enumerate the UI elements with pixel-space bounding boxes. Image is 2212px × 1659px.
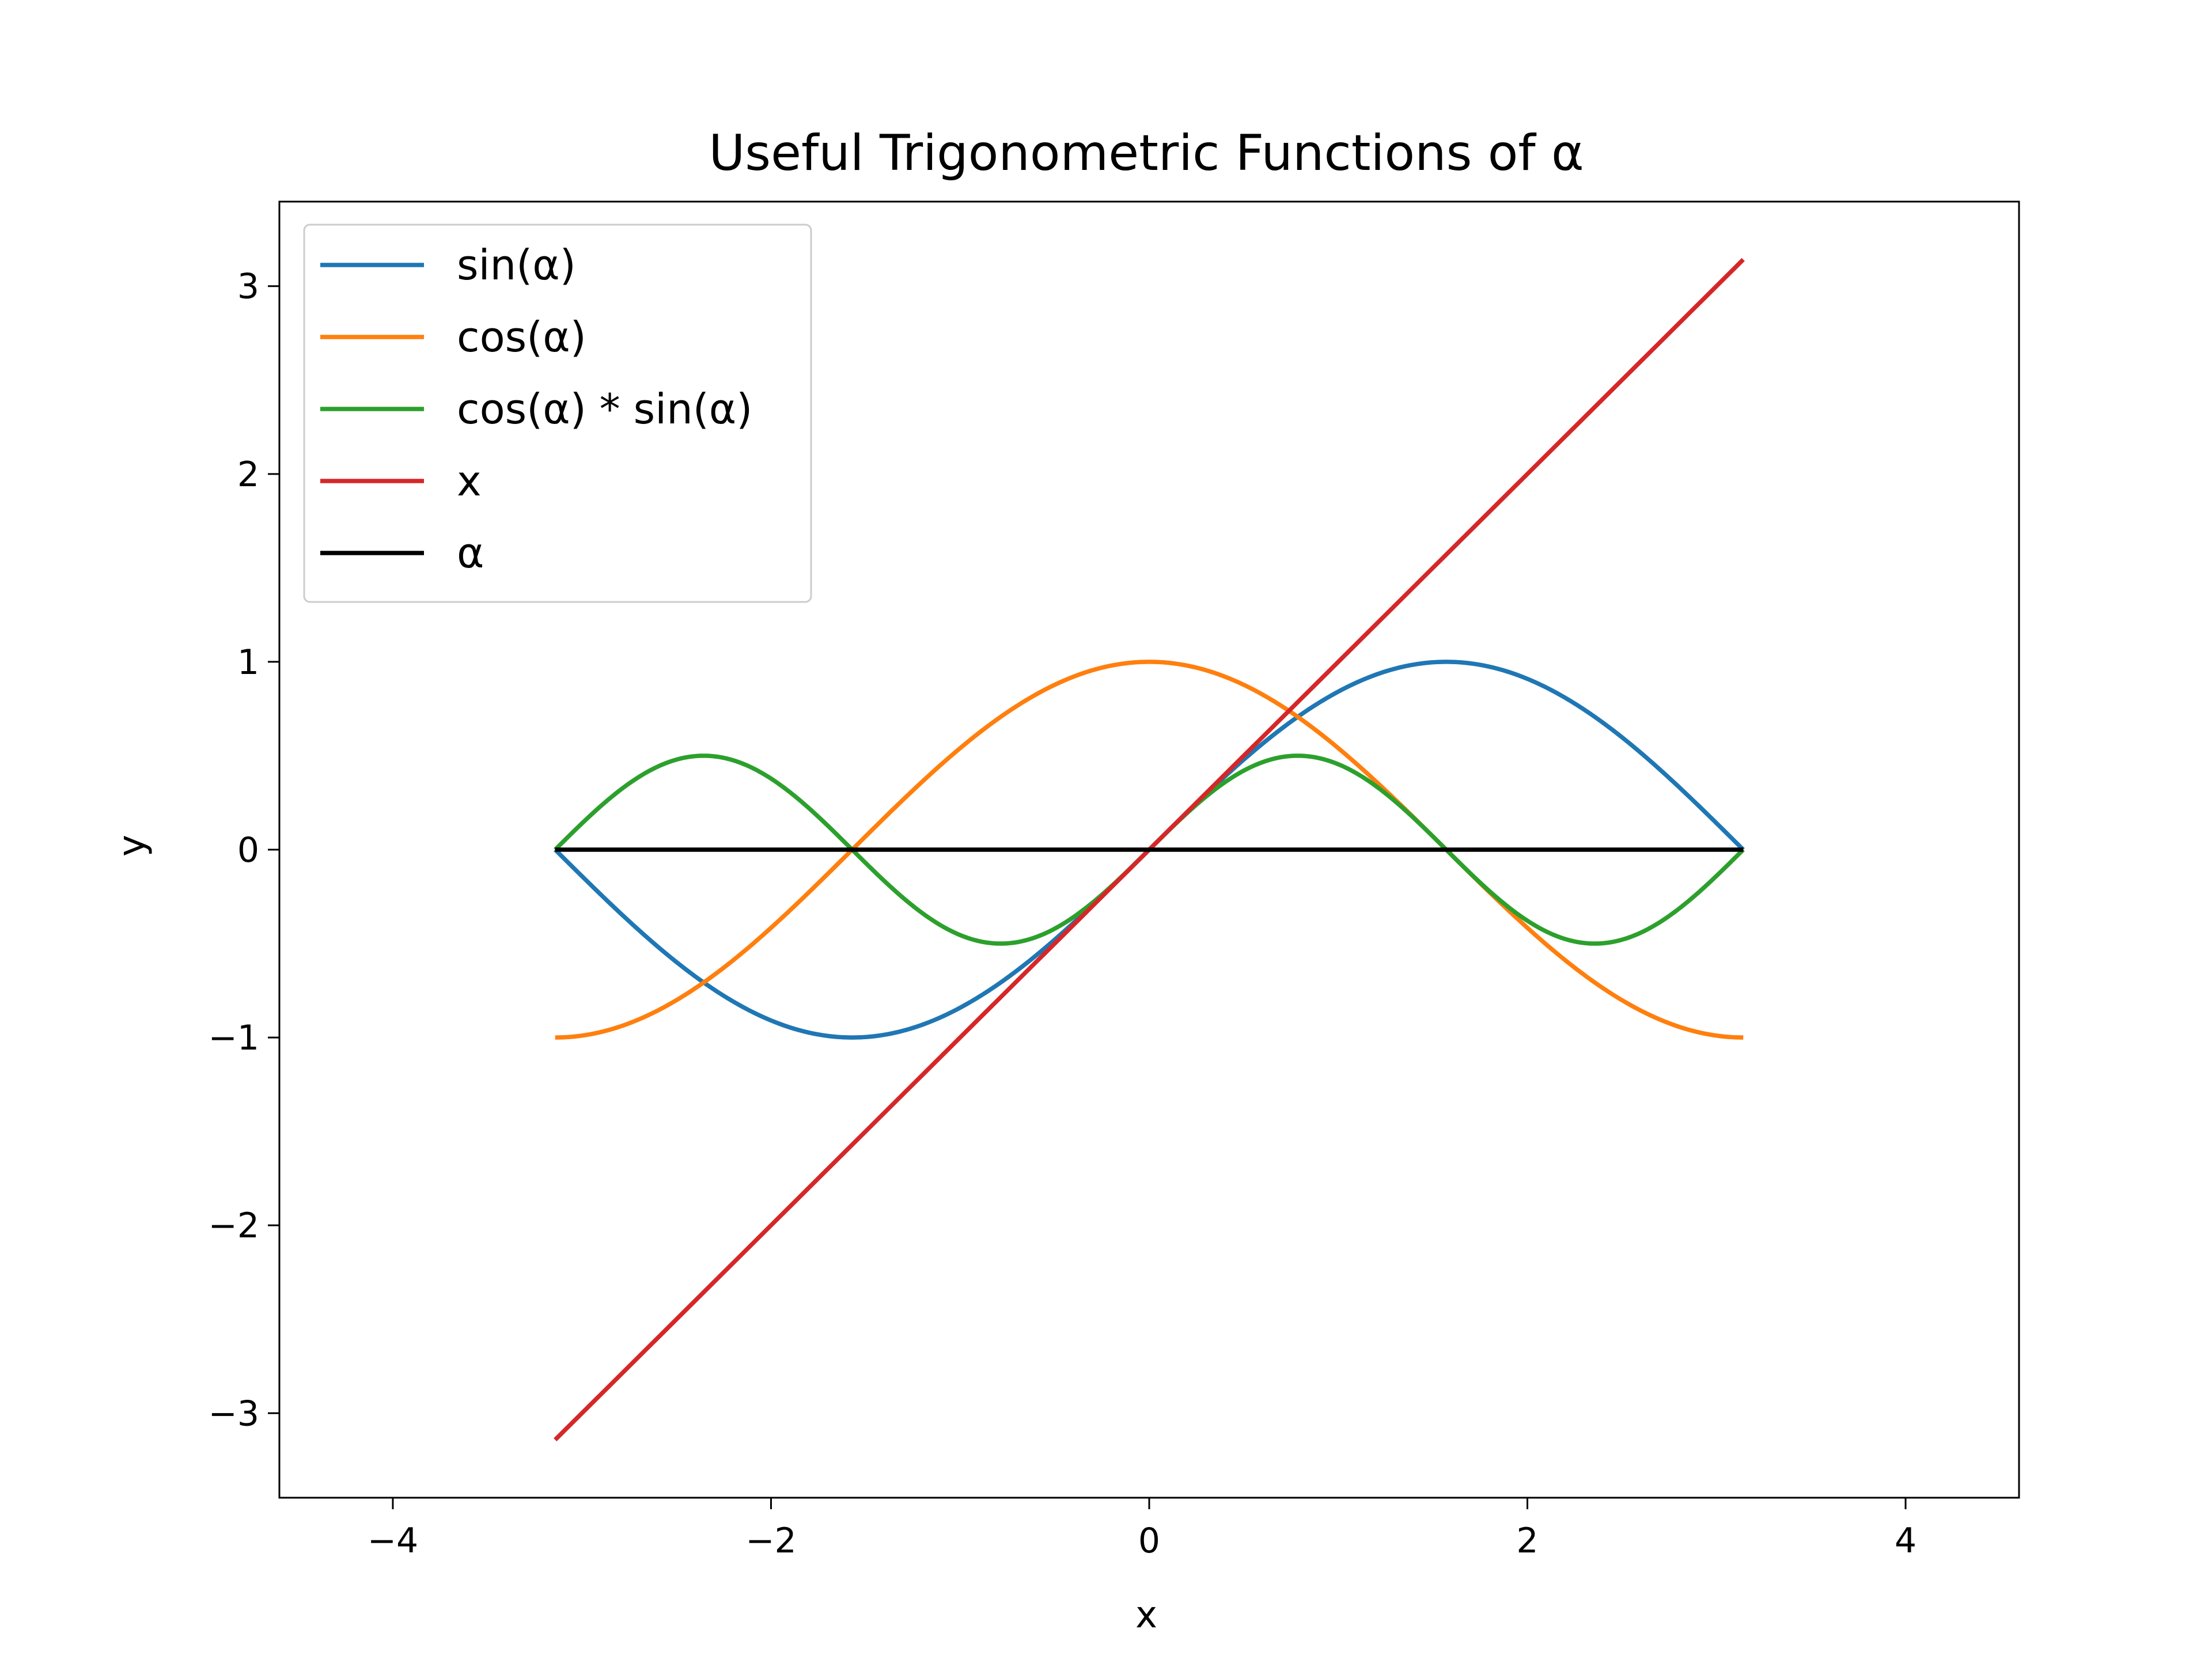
legend-label: cos(α) (457, 313, 586, 361)
ticks-layer: −4 −2 0 2 4 −3 −2 −1 0 1 2 3 (209, 267, 1917, 1561)
legend-label: α (457, 529, 484, 577)
y-tick-label: 3 (237, 267, 259, 307)
chart-title: Useful Trigonometric Functions of α (709, 124, 1584, 182)
series-line-1 (555, 660, 1744, 1040)
legend: sin(α) cos(α) cos(α) * sin(α) xα (303, 224, 812, 603)
y-tick-label: −3 (209, 1393, 259, 1434)
legend-box (303, 224, 812, 603)
x-tick-label: −2 (745, 1521, 796, 1561)
y-tick-label: 0 (237, 830, 259, 870)
y-tick-label: 1 (237, 642, 259, 683)
legend-label: x (457, 457, 482, 505)
y-tick-label: −2 (209, 1206, 259, 1246)
x-tick-label: 0 (1138, 1521, 1160, 1561)
x-axis-label: x (1135, 1594, 1157, 1637)
y-axis-label: y (111, 835, 153, 857)
legend-label: sin(α) (457, 241, 576, 289)
series-layer (554, 257, 1745, 1442)
x-tick-label: −4 (368, 1521, 418, 1561)
legend-label: cos(α) * sin(α) (457, 385, 752, 433)
y-tick-label: −1 (209, 1018, 259, 1058)
x-tick-label: 4 (1895, 1521, 1916, 1561)
x-tick-label: 2 (1516, 1521, 1538, 1561)
y-tick-label: 2 (237, 454, 259, 495)
